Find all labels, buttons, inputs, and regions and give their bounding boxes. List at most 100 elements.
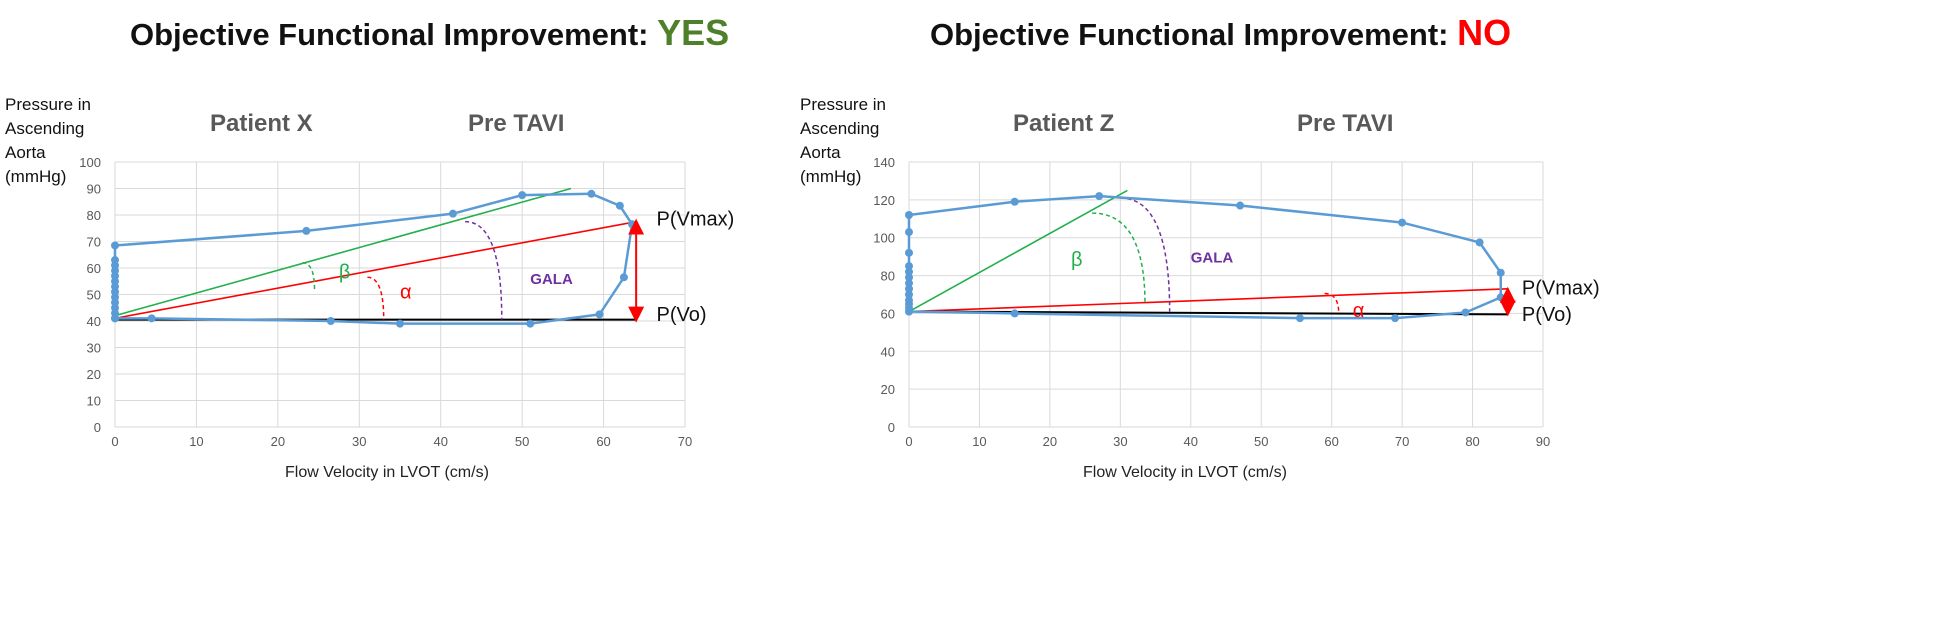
x-axis-label: Flow Velocity in LVOT (cm/s) (285, 464, 489, 481)
x-tick-label: 60 (1324, 434, 1338, 449)
x-tick-label: 10 (972, 434, 986, 449)
y-tick-label: 40 (87, 314, 101, 329)
chart-subtitle: Pre TAVI (1297, 110, 1393, 137)
y-tick-label: 70 (87, 235, 101, 250)
x-tick-label: 20 (271, 434, 285, 449)
data-point (587, 189, 596, 198)
data-point (1010, 309, 1019, 318)
data-point (326, 317, 335, 325)
data-point (905, 279, 913, 288)
alpha-arc (1324, 292, 1340, 314)
alpha-line (908, 288, 1508, 313)
x-tick-label: 90 (1536, 434, 1550, 449)
x-tick-label: 50 (1254, 434, 1268, 449)
verdict-no: NO (1457, 12, 1511, 53)
y-tick-label: 60 (881, 306, 895, 321)
x-tick-label: 10 (189, 434, 203, 449)
data-point (448, 209, 457, 218)
baseline (908, 310, 1508, 316)
y-tick-label: 100 (79, 155, 101, 170)
data-point (1391, 314, 1400, 323)
x-tick-label: 0 (905, 434, 912, 449)
y-axis-label: Pressure in Ascending Aorta (mmHg) (800, 95, 886, 186)
data-point (111, 256, 119, 265)
data-point (905, 296, 913, 305)
data-point (905, 262, 913, 271)
data-point (111, 241, 119, 250)
data-point (905, 290, 913, 299)
chart-subtitle: Pre TAVI (468, 110, 564, 137)
data-point (615, 201, 624, 210)
beta-line (908, 189, 1128, 313)
beta-line (114, 187, 572, 317)
y-tick-label: 80 (87, 208, 101, 223)
data-point (111, 314, 119, 323)
y-tick-label: 50 (87, 288, 101, 303)
data-point (1010, 197, 1019, 206)
y-tick-label: 90 (87, 182, 101, 197)
y-tick-label: 100 (873, 231, 895, 246)
verdict-yes: YES (657, 12, 729, 53)
annotation-label: P(Vo) (657, 304, 707, 326)
annotation-label: α (400, 281, 412, 303)
beta-arc (302, 261, 316, 290)
heading-right: Objective Functional Improvement: NO (930, 12, 1511, 53)
x-tick-label: 70 (1395, 434, 1409, 449)
y-tick-label: 0 (94, 420, 101, 435)
beta-arc (1092, 212, 1146, 304)
annotation-label: β (339, 262, 351, 284)
data-point (1496, 268, 1505, 277)
gala-arc (1120, 197, 1171, 312)
data-point (1475, 238, 1484, 247)
y-tick-label: 30 (87, 341, 101, 356)
data-point (905, 307, 913, 316)
x-tick-label: 0 (111, 434, 118, 449)
chart-right: Objective Functional Improvement: NO Pre… (800, 12, 1600, 481)
annotation-label: P(Vo) (1522, 304, 1572, 326)
x-tick-label: 30 (352, 434, 366, 449)
data-point (619, 273, 628, 282)
chart-left: Objective Functional Improvement: YES Pr… (5, 12, 734, 481)
gala-arc (465, 220, 503, 320)
y-tick-label: 120 (873, 193, 895, 208)
data-point (905, 284, 913, 293)
data-point (595, 310, 604, 319)
data-point (147, 314, 156, 323)
x-tick-label: 70 (678, 434, 692, 449)
y-tick-label: 20 (87, 367, 101, 382)
data-point (518, 191, 527, 200)
data-point (905, 228, 913, 237)
chart-title: Patient X (210, 110, 313, 137)
y-tick-label: 0 (888, 420, 895, 435)
data-point (905, 248, 913, 257)
data-point (1496, 293, 1505, 302)
y-tick-label: 60 (87, 261, 101, 276)
annotation-label: P(Vmax) (1522, 278, 1600, 300)
x-tick-label: 80 (1465, 434, 1479, 449)
data-point (1461, 308, 1470, 317)
y-axis-label: Pressure in Ascending Aorta (mmHg) (5, 95, 91, 186)
annotation-label: P(Vmax) (657, 209, 735, 231)
x-tick-label: 40 (1184, 434, 1198, 449)
annotation-label: β (1071, 249, 1083, 271)
annotation-label: GALA (530, 271, 573, 288)
data-point (302, 226, 311, 235)
x-tick-label: 60 (596, 434, 610, 449)
data-point (905, 211, 913, 219)
data-point (1236, 201, 1245, 210)
data-point (628, 220, 637, 229)
data-point (1398, 218, 1407, 227)
data-point (396, 319, 404, 328)
y-tick-label: 40 (881, 344, 895, 359)
heading-left: Objective Functional Improvement: YES (130, 12, 729, 53)
data-point (1295, 314, 1304, 323)
x-tick-label: 30 (1113, 434, 1127, 449)
x-axis-label: Flow Velocity in LVOT (cm/s) (1083, 464, 1287, 481)
y-tick-label: 20 (881, 382, 895, 397)
x-tick-label: 50 (515, 434, 529, 449)
alpha-arc (367, 276, 385, 320)
data-point (905, 273, 913, 282)
y-tick-label: 10 (87, 394, 101, 409)
data-point (905, 267, 913, 276)
